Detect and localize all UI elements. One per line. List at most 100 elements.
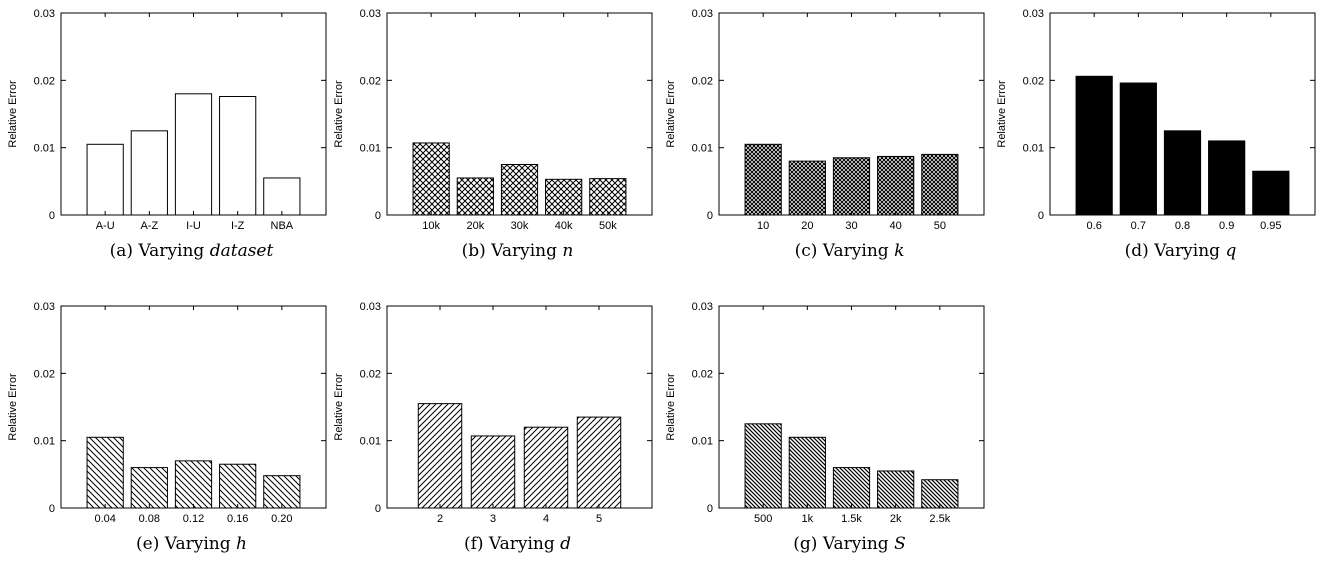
y-tick-label: 0.03: [1023, 8, 1044, 20]
caption-prefix: (g) Varying: [793, 534, 894, 554]
x-tick-label: 20k: [466, 220, 484, 232]
caption-variable: S: [894, 534, 906, 554]
panel-caption: (e) Varying h: [136, 534, 247, 554]
y-tick-label: 0.02: [34, 368, 55, 380]
bar: [1252, 170, 1290, 216]
y-axis-label: Relative Error: [7, 373, 19, 441]
y-axis-label: Relative Error: [665, 373, 677, 441]
bar: [86, 143, 124, 216]
caption-prefix: (e) Varying: [136, 534, 236, 554]
bar: [921, 153, 959, 216]
x-tick-label: 0.04: [94, 513, 115, 525]
bar: [788, 160, 826, 216]
bar: [174, 93, 213, 216]
bar: [545, 178, 583, 216]
x-tick-label: 0.7: [1131, 220, 1146, 232]
y-tick-label: 0.03: [360, 301, 381, 313]
plot-frame: [718, 305, 985, 509]
y-tick-label: 0.03: [692, 8, 713, 20]
bar: [1208, 140, 1246, 216]
bar: [877, 155, 915, 216]
bar: [174, 460, 213, 509]
caption-variable: h: [236, 534, 247, 554]
x-tick-label: 0.95: [1260, 220, 1281, 232]
bar: [130, 130, 168, 216]
caption-prefix: (f) Varying: [464, 534, 560, 554]
x-tick-label: 40k: [555, 220, 573, 232]
y-tick-label: 0.01: [360, 143, 381, 155]
x-tick-label: 30: [845, 220, 857, 232]
bar: [1163, 130, 1202, 216]
x-tick-label: 2: [437, 513, 443, 525]
x-tick-label: I-U: [186, 220, 201, 232]
x-tick-label: 2.5k: [929, 513, 950, 525]
y-tick-label: 0.03: [360, 8, 381, 20]
y-tick-label: 0.02: [692, 75, 713, 87]
bar: [219, 95, 257, 216]
x-tick-label: 0.16: [227, 513, 248, 525]
caption-prefix: (d) Varying: [1125, 241, 1226, 261]
plot-frame: [60, 305, 327, 509]
panel-caption: (c) Varying k: [795, 241, 905, 261]
chart-panel: 0 0.01 0.02 0.03 Relative Error 0.6 0.7 0.8 0.9 0…: [996, 8, 1316, 261]
chart-panel: 0 0.01 0.02 0.03 Relative Error 10k 20k 30k 40k 5…: [333, 8, 653, 261]
x-tick-label: A-U: [96, 220, 115, 232]
caption-variable: q: [1225, 241, 1236, 261]
y-tick-label: 0.02: [360, 75, 381, 87]
bar: [470, 435, 516, 509]
bar: [576, 416, 622, 509]
y-tick-label: 0.01: [360, 436, 381, 448]
x-tick-label: 1.5k: [841, 513, 862, 525]
y-tick-label: 0.01: [692, 436, 713, 448]
x-tick-label: 10: [757, 220, 769, 232]
x-tick-label: 0.6: [1087, 220, 1102, 232]
x-tick-label: 50k: [599, 220, 617, 232]
y-tick-label: 0.02: [692, 368, 713, 380]
chart-panel: 0 0.01 0.02 0.03 Relative Error A-U A-Z I-U I-Z N…: [7, 8, 327, 261]
bar: [412, 142, 450, 216]
y-tick-label: 0.01: [1023, 143, 1044, 155]
y-tick-label: 0.02: [34, 75, 55, 87]
bar: [1119, 82, 1157, 216]
x-tick-label: 50: [934, 220, 946, 232]
plot-frame: [718, 12, 985, 216]
x-tick-label: 4: [543, 513, 549, 525]
caption-variable: dataset: [210, 241, 274, 261]
panel-caption: (f) Varying d: [464, 534, 571, 554]
chart-panel: 0 0.01 0.02 0.03 Relative Error 2 3 4 5 (f) Varyi…: [333, 301, 653, 554]
x-tick-label: 5: [596, 513, 602, 525]
y-tick-label: 0.01: [692, 143, 713, 155]
x-tick-label: 500: [754, 513, 772, 525]
caption-prefix: (c) Varying: [795, 241, 894, 261]
y-axis-label: Relative Error: [333, 80, 345, 148]
y-tick-label: 0.02: [1023, 75, 1044, 87]
plot-frame: [60, 12, 327, 216]
chart-panel: 0 0.01 0.02 0.03 Relative Error 500 1k 1.5k 2k 2.…: [665, 301, 985, 554]
y-tick-label: 0: [707, 503, 713, 515]
y-axis-label: Relative Error: [7, 80, 19, 148]
x-tick-label: 0.08: [139, 513, 160, 525]
x-tick-label: I-Z: [231, 220, 245, 232]
x-tick-label: NBA: [271, 220, 294, 232]
bar: [86, 436, 124, 509]
bar: [263, 177, 301, 216]
x-tick-label: A-Z: [140, 220, 158, 232]
y-tick-label: 0: [49, 210, 55, 222]
x-tick-label: 20: [801, 220, 813, 232]
chart-panel: 0 0.01 0.02 0.03 Relative Error 0.04 0.08 0.12 0…: [7, 301, 327, 554]
caption-prefix: (b) Varying: [462, 241, 563, 261]
bar: [877, 470, 915, 509]
bar: [263, 475, 301, 509]
y-tick-label: 0: [1038, 210, 1044, 222]
bar: [589, 178, 627, 216]
bar: [921, 479, 959, 509]
caption-variable: k: [894, 241, 904, 261]
bar: [788, 436, 826, 509]
y-axis-label: Relative Error: [333, 373, 345, 441]
x-tick-label: 3: [490, 513, 496, 525]
y-tick-label: 0: [375, 210, 381, 222]
x-tick-label: 0.8: [1175, 220, 1190, 232]
x-tick-label: 0.20: [271, 513, 292, 525]
bar: [744, 143, 782, 216]
